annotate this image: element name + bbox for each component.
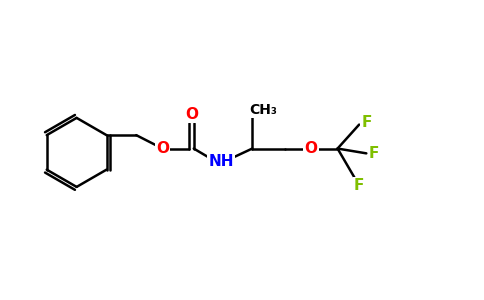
Text: O: O	[185, 106, 198, 122]
Text: O: O	[305, 141, 318, 156]
Text: F: F	[362, 115, 372, 130]
Text: F: F	[369, 146, 379, 161]
Text: NH: NH	[208, 154, 234, 169]
Text: CH₃: CH₃	[249, 103, 277, 117]
Text: F: F	[354, 178, 364, 194]
Text: O: O	[156, 141, 169, 156]
